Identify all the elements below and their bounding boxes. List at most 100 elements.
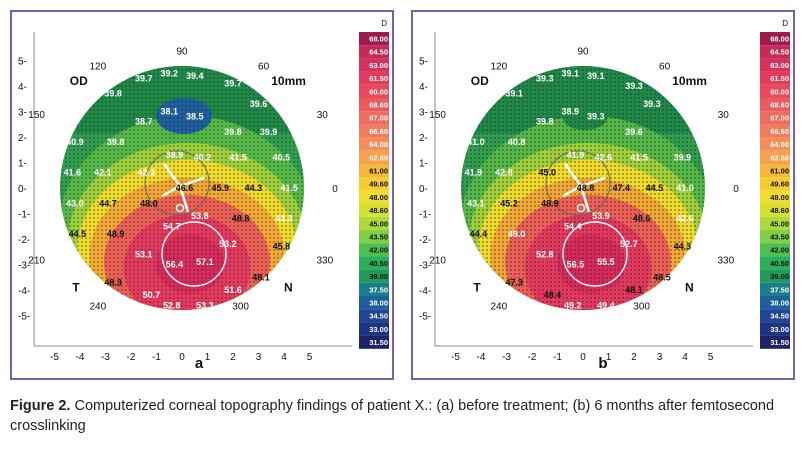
- topography-panel-a: 5- 4- 3- 2- 1- 0- -1- -2- -3- -4- -5- -5 -4 -3 -2 -1 0 1 2…: [10, 10, 394, 380]
- x-tick-label: -5: [451, 352, 460, 363]
- reading-value: 44.4: [470, 229, 488, 239]
- reading-value: 41.9: [465, 168, 483, 178]
- nasal-label: N: [284, 280, 293, 294]
- legend-swatch: [760, 296, 790, 310]
- y-tick-label: -1-: [419, 210, 431, 221]
- reading-value: 41.5: [229, 152, 247, 162]
- legend-value: 62.60: [369, 153, 388, 162]
- reading-value: 39.3: [643, 99, 661, 109]
- y-tick-label: 5-: [419, 57, 428, 68]
- x-tick-label: 0: [580, 352, 586, 363]
- color-scale-legend: D 68.00 64.50 63.00 61.50 60.00 68.60 67.00 66.6…: [359, 19, 389, 349]
- y-tick-label: 4-: [419, 82, 428, 93]
- legend-swatch: [359, 256, 389, 270]
- reading-value: 41.0: [676, 183, 694, 193]
- legend-swatch: [760, 58, 790, 72]
- legend-value: 34.50: [770, 312, 789, 321]
- reading-value: 42.6: [595, 152, 613, 162]
- legend-swatch: [359, 322, 389, 336]
- reading-value: 39.7: [224, 78, 242, 88]
- reading-value: 39.3: [587, 112, 605, 122]
- scale-label: 10mm: [672, 74, 707, 88]
- panel-label-b: b: [598, 355, 608, 372]
- meridian-label: 330: [316, 255, 333, 266]
- meridian-label: 90: [176, 46, 188, 57]
- reading-value: 43.3: [275, 214, 293, 224]
- reading-value: 39.1: [505, 89, 523, 99]
- legend-value: 33.00: [369, 325, 388, 334]
- temporal-label: T: [72, 280, 80, 294]
- reading-value: 44.3: [674, 242, 692, 252]
- figure-caption: Figure 2. Computerized corneal topograph…: [10, 396, 800, 436]
- reading-value: 39.8: [224, 127, 242, 137]
- reading-value: 53.9: [592, 211, 610, 221]
- legend-swatch: [359, 84, 389, 98]
- reading-value: 39.2: [160, 68, 178, 78]
- reading-value: 48.9: [107, 229, 125, 239]
- topography-map-b: 5-4-3-2-1-0--1--2--3--4--5--5 -4 -3 -2 -1 0 1 2…: [419, 19, 790, 363]
- legend-swatch: [359, 216, 389, 230]
- legend-value: 34.50: [369, 312, 388, 321]
- reading-value: 44.5: [69, 229, 87, 239]
- reading-value: 56.4: [166, 260, 184, 270]
- reading-value: 42.1: [94, 168, 112, 178]
- legend-swatch: [760, 309, 790, 323]
- reading-value: 39.4: [186, 71, 204, 81]
- meridian-label: 30: [718, 110, 730, 121]
- reading-value: 48.1: [252, 272, 270, 282]
- legend-swatch: [760, 164, 790, 178]
- legend-value: 64.00: [369, 140, 388, 149]
- legend-value: 40.50: [369, 259, 388, 268]
- x-tick-label: -3: [502, 352, 511, 363]
- legend-swatch: [760, 203, 790, 217]
- legend-swatch: [760, 216, 790, 230]
- reading-value: 48.5: [653, 272, 671, 282]
- reading-value: 45.0: [539, 168, 557, 178]
- x-tick-labels: -5 -4 -3 -2 -1 0 1 2 3 4 5: [451, 352, 714, 363]
- legend-swatch: [359, 230, 389, 244]
- legend-swatch: [760, 282, 790, 296]
- legend-swatch: [760, 84, 790, 98]
- reading-value: 48.4: [544, 290, 562, 300]
- reading-value: 54.7: [163, 221, 181, 231]
- legend-swatch: [359, 177, 389, 191]
- reading-value: 47.3: [505, 277, 523, 287]
- reading-value: 40.9: [66, 137, 84, 147]
- legend-value: 33.00: [770, 325, 789, 334]
- legend-swatch: [359, 32, 389, 46]
- legend-value: 31.50: [770, 338, 789, 347]
- reading-value: 39.3: [536, 73, 554, 83]
- legend-swatch: [359, 111, 389, 125]
- meridian-label: 300: [232, 301, 249, 312]
- legend-swatch: [760, 177, 790, 191]
- panel-label-a: a: [194, 355, 204, 372]
- x-tick-label: 5: [307, 352, 313, 363]
- reading-value: 41.6: [64, 168, 82, 178]
- axis-frame: [434, 32, 753, 347]
- meridian-label: 0: [332, 184, 338, 195]
- reading-value: 39.3: [625, 81, 643, 91]
- legend-swatch: [359, 282, 389, 296]
- reading-value: 39.8: [104, 89, 122, 99]
- legend-value: 63.00: [369, 61, 388, 70]
- x-tick-label: -4: [477, 352, 486, 363]
- legend-value: 68.60: [770, 101, 789, 110]
- temporal-label: T: [473, 280, 481, 294]
- legend-swatch: [359, 45, 389, 59]
- legend-swatch: [359, 269, 389, 283]
- legend-swatch: [359, 71, 389, 85]
- legend-value: 64.50: [369, 48, 388, 57]
- reading-value: 48.6: [633, 214, 651, 224]
- legend-value: 68.00: [770, 35, 789, 44]
- legend-swatch: [760, 111, 790, 125]
- legend-value: 38.00: [369, 299, 388, 308]
- legend-swatch: [760, 137, 790, 151]
- legend-value: 43.50: [770, 233, 789, 242]
- x-tick-label: -4: [76, 352, 85, 363]
- legend-swatch: [760, 45, 790, 59]
- reading-value: 53.3: [196, 300, 214, 310]
- legend-value: 60.00: [369, 87, 388, 96]
- meridian-label: 90: [577, 46, 589, 57]
- topography-map-a: 5-4-3-2-1-0--1--2--3--4--5--5 -4 -3 -2 -1 0 1 2…: [18, 19, 389, 363]
- legend-value: 38.00: [770, 299, 789, 308]
